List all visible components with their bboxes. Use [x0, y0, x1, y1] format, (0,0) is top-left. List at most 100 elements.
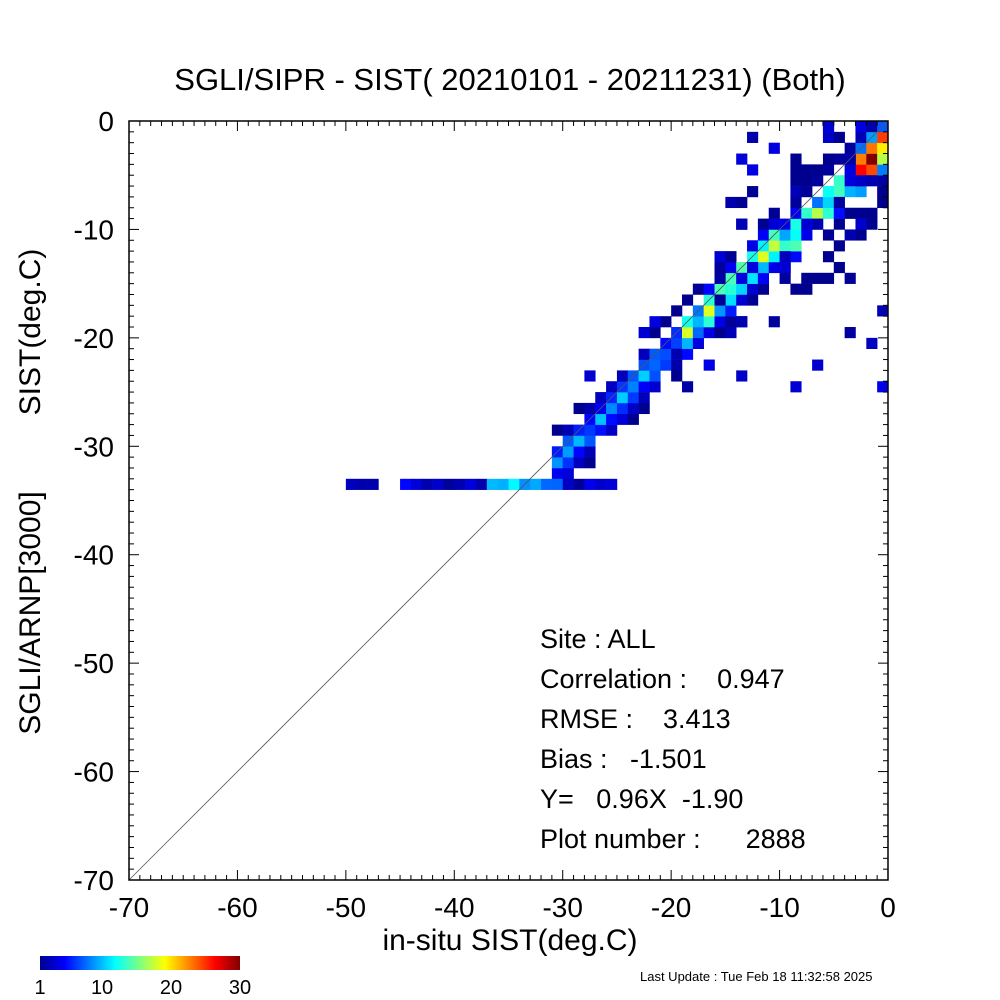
heatmap-cell — [736, 153, 748, 165]
heatmap-cell — [855, 121, 867, 133]
heatmap-cell — [790, 164, 802, 176]
heatmap-cell — [725, 294, 737, 306]
heatmap-cell — [812, 218, 824, 230]
stat-bias: Bias : -1.501 — [540, 744, 707, 774]
heatmap-cell — [747, 240, 759, 252]
heatmap-cell — [768, 316, 780, 328]
heatmap-cell — [833, 261, 845, 274]
heatmap-cell — [822, 196, 835, 209]
heatmap-cell — [725, 305, 737, 317]
heatmap-cell — [606, 424, 618, 436]
heatmap-cell — [866, 121, 878, 133]
colorbar-tick-labels: 1 10 20 30 — [34, 977, 251, 999]
heatmap-cell — [345, 478, 357, 490]
heatmap-cell — [779, 251, 791, 263]
heatmap-cell — [606, 478, 618, 490]
x-tick-labels: -70 -60 -50 -40 -30 -20 -10 0 — [109, 892, 896, 923]
heatmap-cell — [822, 272, 835, 284]
heatmap-cell — [638, 327, 650, 339]
colorbar-tick-label: 10 — [91, 977, 113, 999]
heatmap-cell — [833, 207, 845, 219]
heatmap-cell — [627, 402, 639, 415]
heatmap-cell — [703, 283, 715, 295]
heatmap-cell — [833, 240, 845, 252]
x-axis-label: in-situ SIST(deg.C) — [382, 924, 637, 957]
heatmap-cell — [616, 392, 629, 404]
heatmap-cell — [833, 196, 845, 209]
y-tick-label: -50 — [74, 648, 114, 679]
heatmap-cell — [790, 153, 802, 165]
heatmap-cell — [812, 359, 824, 371]
heatmap-cell — [562, 457, 574, 469]
heatmap-cell — [757, 251, 770, 263]
heatmap-cell — [844, 327, 856, 339]
colorbar — [40, 956, 240, 970]
heatmap-cell — [747, 186, 759, 198]
heatmap-cell — [747, 283, 759, 295]
heatmap-cell — [649, 370, 661, 382]
heatmap-cell — [681, 327, 694, 339]
heatmap-cell — [703, 327, 715, 339]
heatmap-cell — [595, 413, 607, 425]
x-tick-label: -20 — [651, 892, 691, 923]
heatmap-cell — [747, 261, 759, 274]
heatmap-cell — [584, 370, 596, 382]
heatmap-cell — [725, 316, 737, 328]
heatmap-cell — [681, 337, 694, 349]
heatmap-cell — [844, 229, 856, 241]
y-tick-label: -60 — [74, 757, 114, 788]
y-tick-label: -40 — [74, 540, 114, 571]
stat-site: Site : ALL — [540, 624, 656, 654]
heatmap-cell — [703, 316, 715, 328]
heatmap-cell — [562, 446, 574, 458]
heatmap-cell — [638, 392, 650, 404]
heatmap-cell — [595, 478, 607, 490]
x-tick-label: -50 — [326, 892, 366, 923]
y-tick-labels: -70 -60 -50 -40 -30 -20 -10 0 — [74, 106, 114, 896]
stat-correlation: Correlation : 0.947 — [540, 664, 785, 694]
heatmap-cell — [595, 392, 607, 404]
heatmap-cell — [757, 261, 770, 274]
heatmap-cell — [779, 272, 791, 284]
heatmap-cell — [551, 478, 564, 490]
heatmap-cell — [649, 381, 661, 393]
heatmap-cell — [692, 337, 704, 349]
heatmap-cell — [768, 142, 780, 154]
x-tick-label: -60 — [217, 892, 257, 923]
heatmap-cell — [790, 381, 802, 393]
heatmap-cell — [703, 305, 715, 317]
heatmap-cell — [660, 348, 672, 360]
heatmap-cell — [584, 446, 596, 458]
y-tick-label: -10 — [74, 214, 114, 245]
heatmap-cell — [790, 186, 802, 198]
heatmap-cell — [822, 229, 835, 241]
heatmap-cell — [736, 272, 748, 284]
heatmap-cell — [443, 478, 455, 490]
heatmap-cell — [692, 327, 704, 339]
heatmap-cell — [855, 164, 867, 176]
heatmap-cell — [551, 467, 564, 480]
heatmap-cell — [671, 305, 683, 317]
heatmap-cell — [833, 131, 845, 143]
x-tick-label: 0 — [880, 892, 896, 923]
heatmap-cell — [866, 164, 878, 176]
heatmap-cell — [475, 478, 488, 490]
heatmap-cell — [584, 457, 596, 469]
heatmap-cell — [768, 218, 780, 230]
heatmap-cell — [660, 316, 672, 328]
heatmap-cell — [757, 272, 770, 284]
heatmap-cell — [812, 175, 824, 187]
heatmap-cell — [844, 164, 856, 176]
heatmap-cell — [866, 337, 878, 349]
heatmap-cell — [844, 175, 856, 187]
heatmap-cell — [855, 218, 867, 230]
heatmap-cell — [584, 424, 596, 436]
heatmap-cell — [714, 272, 726, 284]
heatmap-cell — [551, 457, 564, 469]
heatmap-cell — [692, 283, 704, 295]
heatmap-cell — [627, 381, 639, 393]
heatmap-cell — [595, 424, 607, 436]
heatmap-cell — [367, 478, 379, 490]
heatmap-cell — [562, 478, 574, 490]
